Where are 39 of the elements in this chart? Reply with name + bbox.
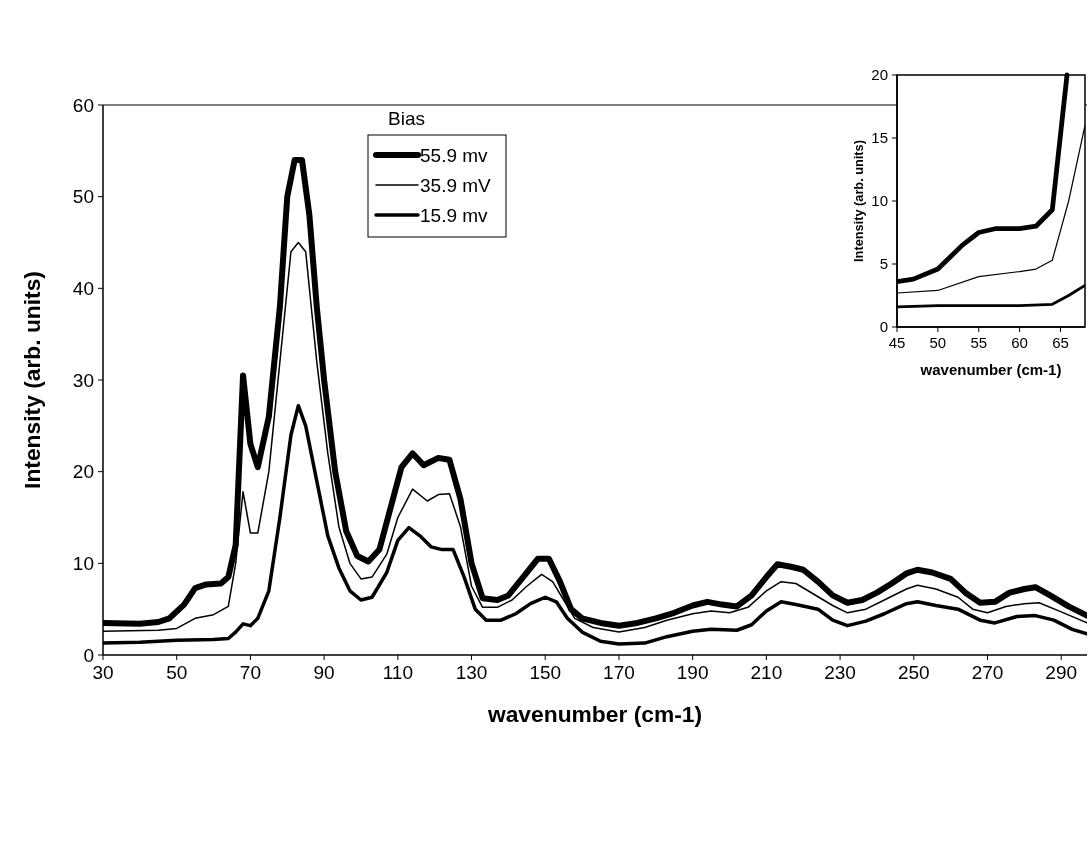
y-tick-label: 30	[72, 369, 94, 391]
legend-label: 55.9 mv	[420, 144, 489, 166]
y-tick-label: 10	[871, 192, 888, 210]
x-tick-label: 45	[888, 334, 906, 351]
legend-label: 15.9 mv	[420, 204, 489, 226]
x-tick-label: 90	[313, 662, 335, 684]
x-tick-label: 60	[1011, 334, 1028, 351]
y-tick-label: 0	[83, 644, 94, 666]
y-tick-label: 40	[72, 277, 94, 299]
x-axis-title: wavenumber (cm-1)	[486, 700, 703, 727]
x-tick-label: 30	[92, 662, 114, 684]
y-tick-label: 0	[879, 318, 888, 336]
y-tick-label: 60	[72, 94, 94, 116]
x-tick-label: 210	[750, 662, 783, 684]
x-tick-label: 55	[970, 334, 988, 351]
x-tick-label: 110	[382, 662, 413, 684]
y-tick-label: 20	[72, 461, 94, 483]
x-tick-label: 290	[1045, 662, 1078, 684]
x-tick-label: 170	[603, 662, 635, 684]
legend-label: 35.9 mV	[420, 174, 492, 196]
y-tick-label: 10	[72, 552, 94, 574]
x-tick-label: 50	[929, 334, 947, 351]
x-tick-label: 250	[897, 662, 930, 684]
y-axis-title: Intensity (arb. units)	[850, 140, 866, 262]
x-tick-label: 270	[971, 662, 1004, 684]
y-tick-label: 5	[879, 255, 888, 273]
x-tick-label: 230	[824, 662, 856, 684]
y-tick-label: 15	[871, 129, 888, 147]
y-axis-title: Intensity (arb. units)	[19, 271, 46, 489]
x-tick-label: 150	[529, 662, 562, 684]
x-tick-label: 50	[166, 662, 188, 684]
x-tick-label: 70	[239, 662, 261, 684]
y-tick-label: 20	[871, 66, 888, 84]
y-tick-label: 50	[72, 186, 94, 208]
x-tick-label: 65	[1052, 334, 1069, 351]
x-tick-label: 190	[676, 662, 709, 684]
x-axis-title: wavenumber (cm-1)	[919, 361, 1062, 378]
x-tick-label: 130	[455, 662, 488, 684]
legend-title: Bias	[388, 108, 425, 129]
